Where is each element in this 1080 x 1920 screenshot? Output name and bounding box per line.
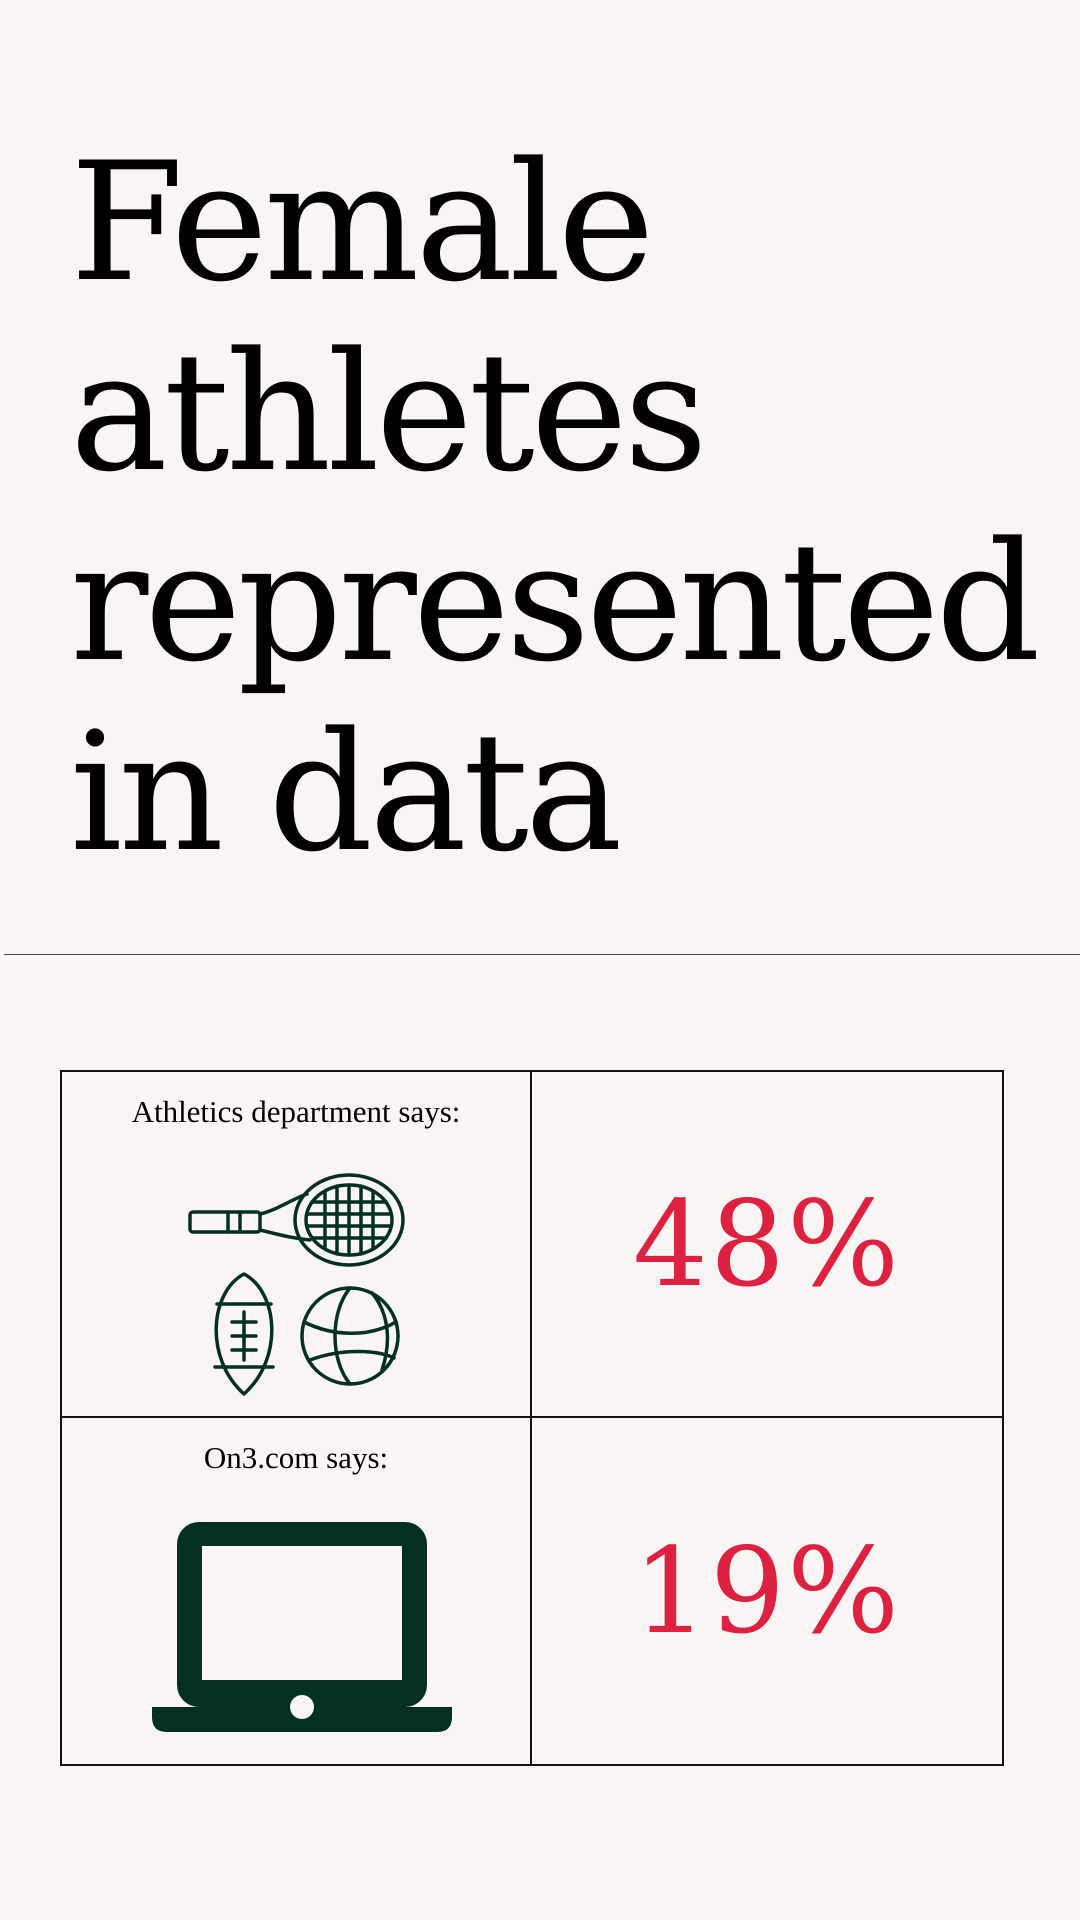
on3-cell: On3.com says:	[62, 1418, 532, 1764]
headline-line: represented	[70, 507, 1041, 698]
headline: Female athletes represented in data	[70, 128, 1050, 888]
headline-line: athletes	[70, 317, 708, 508]
athletics-department-cell: Athletics department says:	[62, 1072, 532, 1418]
comparison-table: Athletics department says:	[60, 1070, 1004, 1766]
athletics-department-percentage: 48%	[632, 1175, 902, 1313]
athletics-department-value-cell: 48%	[532, 1072, 1002, 1418]
divider	[4, 954, 1080, 955]
football-icon	[213, 1272, 275, 1396]
tennis-racket-icon	[188, 1173, 405, 1267]
on3-percentage: 19%	[632, 1522, 902, 1660]
athletics-department-label: Athletics department says:	[131, 1094, 461, 1129]
basketball-icon	[300, 1286, 400, 1386]
on3-label: On3.com says:	[203, 1440, 389, 1475]
on3-value-cell: 19%	[532, 1418, 1002, 1764]
headline-line: in data	[70, 697, 623, 888]
sports-equipment-icon	[188, 1173, 405, 1396]
headline-line: Female	[70, 127, 655, 318]
laptop-icon	[152, 1522, 452, 1732]
